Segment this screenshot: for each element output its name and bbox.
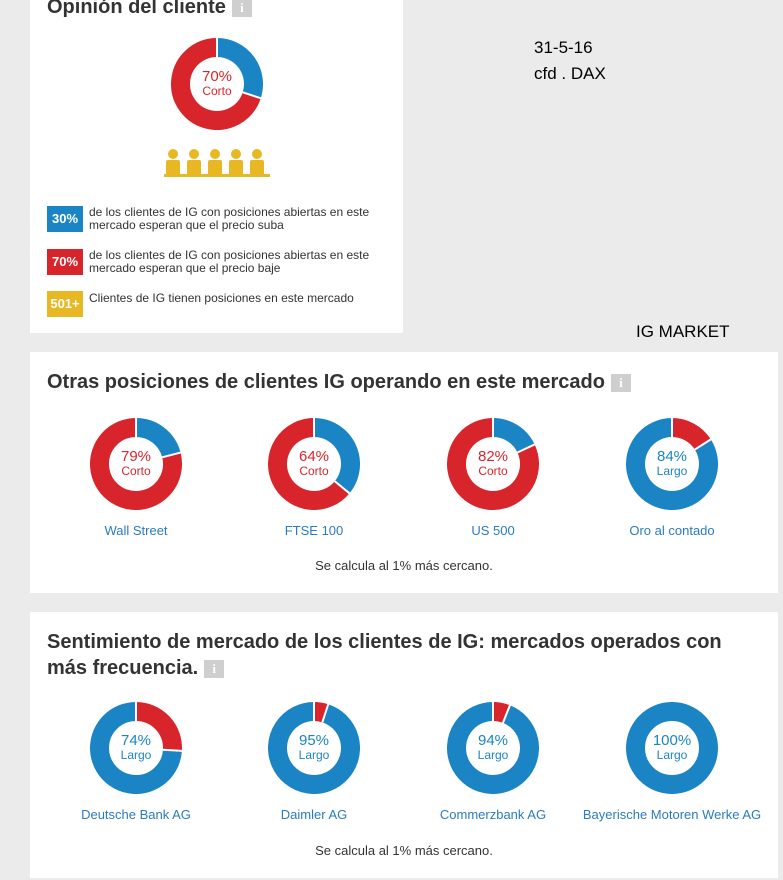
donut-segment-majority — [268, 702, 360, 794]
client-opinion-donut: 70% Corto — [171, 38, 263, 130]
donut-oro-al-contado: 84% Largo — [626, 418, 718, 510]
info-icon[interactable]: i — [610, 373, 631, 392]
donut-bmw: 100% Largo — [626, 702, 718, 794]
donut-daimler: 95% Largo — [268, 702, 360, 794]
legend-row-long: 30% de los clientes de IG con posiciones… — [47, 206, 387, 232]
donut-segment-minority — [313, 418, 360, 494]
donut-percent: 95% — [298, 732, 330, 749]
market-link-bmw[interactable]: Bayerische Motoren Werke AG — [582, 807, 762, 822]
donut-ring — [447, 702, 539, 794]
market-link-us-500[interactable]: US 500 — [471, 523, 515, 538]
donut-separator — [321, 703, 330, 723]
donut-segment-majority — [90, 702, 182, 794]
client-opinion-title: Opinión del cliente i — [47, 0, 252, 19]
market-link-ftse-100[interactable]: FTSE 100 — [284, 523, 344, 538]
donut-separator — [502, 704, 511, 724]
donut-direction: Largo — [298, 748, 330, 762]
donut-percent: 64% — [298, 448, 330, 465]
donut-percent: 79% — [120, 448, 152, 465]
donut-direction: Largo — [656, 748, 688, 762]
donut-us-500: 82% Corto — [447, 418, 539, 510]
legend-row-clients: 501+ Clientes de IG tienen posiciones en… — [47, 291, 387, 317]
donut-deutsche-bank: 74% Largo — [90, 702, 182, 794]
donut-direction: Largo — [656, 464, 688, 478]
market-sentiment-title-line1: Sentimiento de mercado de los clientes d… — [47, 631, 722, 653]
legend-row-short: 70% de los clientes de IG con posiciones… — [47, 249, 387, 275]
donut-segment-minority — [135, 418, 181, 458]
market-link-deutsche-bank[interactable]: Deutsche Bank AG — [81, 807, 191, 822]
donut-segment-majority — [90, 418, 182, 510]
other-positions-panel: Otras posiciones de clientes IG operando… — [30, 352, 778, 593]
donut-direction: Corto — [202, 84, 232, 98]
donut-percent: 94% — [477, 732, 509, 749]
market-link-oro-al-contado[interactable]: Oro al contado — [629, 523, 715, 538]
donut-ring — [171, 38, 263, 130]
donut-ring — [626, 418, 718, 510]
long-percent-badge: 30% — [47, 206, 83, 232]
donut-segment-majority — [447, 702, 539, 794]
donut-segment-minority — [492, 418, 535, 454]
donut-segment-minority — [492, 702, 510, 724]
donut-wall-street: 79% Corto — [90, 418, 182, 510]
other-positions-title: Otras posiciones de clientes IG operando… — [47, 371, 631, 394]
donut-direction: Corto — [478, 464, 508, 478]
donut-separator — [517, 443, 536, 454]
market-sentiment-title-line2: más frecuencia. i — [47, 657, 225, 680]
clients-count-badge: 501+ — [47, 291, 83, 317]
donut-ftse-100: 64% Corto — [268, 418, 360, 510]
market-sentiment-heading-end: más frecuencia. — [47, 657, 199, 679]
donut-segment-minority — [135, 702, 182, 751]
donut-percent: 70% — [201, 68, 233, 85]
donut-direction: Corto — [299, 464, 329, 478]
donut-segment-minority — [216, 38, 263, 99]
donut-percent: 84% — [656, 448, 688, 465]
donut-ring — [90, 418, 182, 510]
clients-legend-text: Clientes de IG tienen posiciones en este… — [89, 291, 354, 305]
donut-percent: 74% — [120, 732, 152, 749]
clients-people-icon — [164, 149, 270, 177]
donut-segment-majority — [447, 418, 539, 510]
donut-direction: Largo — [477, 748, 509, 762]
client-opinion-heading: Opinión del cliente — [47, 0, 226, 18]
donut-direction: Largo — [120, 748, 152, 762]
info-icon[interactable]: i — [204, 659, 225, 678]
donut-segment-minority — [313, 702, 329, 723]
donut-segment-majority — [268, 418, 350, 510]
donut-segment-majority — [171, 38, 261, 130]
short-legend-text: de los clientes de IG con posiciones abi… — [89, 248, 370, 275]
market-sentiment-panel: Sentimiento de mercado de los clientes d… — [30, 612, 778, 878]
donut-percent: 82% — [477, 448, 509, 465]
market-link-daimler[interactable]: Daimler AG — [280, 807, 348, 822]
donut-segment-majority — [626, 418, 718, 510]
annotation-instrument: cfd . DAX — [534, 64, 606, 83]
other-positions-heading: Otras posiciones de clientes IG operando… — [47, 371, 605, 393]
annotation-date: 31-5-16 — [534, 38, 593, 57]
donut-separator — [242, 91, 262, 100]
donut-segment-minority — [671, 418, 711, 450]
rounding-note: Se calcula al 1% más cercano. — [315, 558, 493, 573]
donut-ring — [447, 418, 539, 510]
short-percent-badge: 70% — [47, 249, 83, 275]
long-legend-text: de los clientes de IG con posiciones abi… — [89, 205, 370, 232]
donut-ring — [90, 702, 182, 794]
rounding-note: Se calcula al 1% más cercano. — [315, 843, 493, 858]
donut-segment-majority — [626, 702, 718, 794]
market-link-commerzbank[interactable]: Commerzbank AG — [439, 807, 547, 822]
donut-direction: Corto — [121, 464, 151, 478]
donut-separator — [334, 480, 351, 495]
donut-separator — [162, 748, 182, 752]
market-link-wall-street[interactable]: Wall Street — [104, 523, 168, 538]
donut-ring — [626, 702, 718, 794]
donut-ring — [268, 702, 360, 794]
donut-ring — [268, 418, 360, 510]
donut-separator — [694, 438, 712, 451]
donut-separator — [161, 451, 181, 459]
info-icon[interactable]: i — [231, 0, 252, 17]
donut-commerzbank: 94% Largo — [447, 702, 539, 794]
annotation-broker: IG MARKET — [636, 322, 730, 341]
donut-percent: 100% — [652, 732, 692, 749]
client-opinion-panel: Opinión del cliente i 70% Corto 30% de lo… — [30, 0, 403, 333]
